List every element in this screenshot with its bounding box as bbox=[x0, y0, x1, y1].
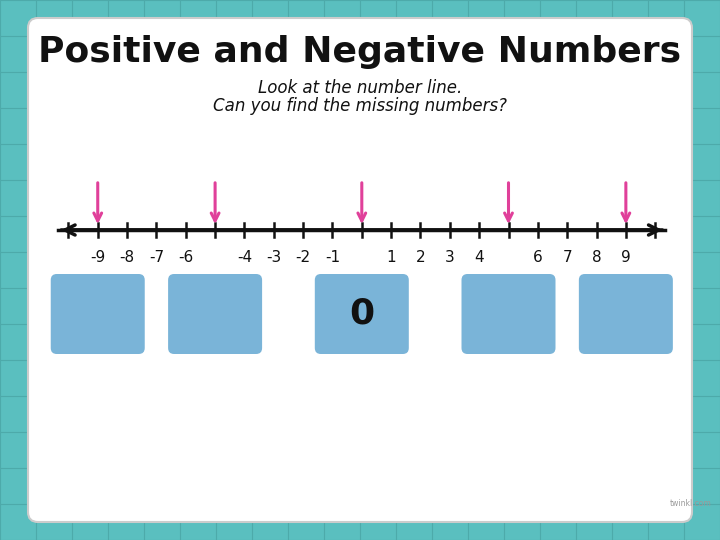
FancyBboxPatch shape bbox=[28, 18, 692, 522]
FancyBboxPatch shape bbox=[579, 274, 673, 354]
Text: 1: 1 bbox=[387, 250, 396, 265]
Text: -3: -3 bbox=[266, 250, 282, 265]
Text: twinkl.com: twinkl.com bbox=[670, 499, 712, 508]
Text: 3: 3 bbox=[445, 250, 455, 265]
Text: 4: 4 bbox=[474, 250, 484, 265]
FancyBboxPatch shape bbox=[315, 274, 409, 354]
Text: 9: 9 bbox=[621, 250, 631, 265]
Text: -7: -7 bbox=[149, 250, 164, 265]
Text: 0: 0 bbox=[349, 297, 374, 331]
Text: 6: 6 bbox=[533, 250, 543, 265]
Text: 7: 7 bbox=[562, 250, 572, 265]
FancyBboxPatch shape bbox=[462, 274, 556, 354]
Text: 2: 2 bbox=[415, 250, 426, 265]
Text: -4: -4 bbox=[237, 250, 252, 265]
Text: -8: -8 bbox=[120, 250, 135, 265]
Text: -9: -9 bbox=[90, 250, 105, 265]
Text: -1: -1 bbox=[325, 250, 340, 265]
FancyBboxPatch shape bbox=[50, 274, 145, 354]
FancyBboxPatch shape bbox=[168, 274, 262, 354]
Text: -2: -2 bbox=[295, 250, 311, 265]
Text: Look at the number line.: Look at the number line. bbox=[258, 79, 462, 97]
Text: Positive and Negative Numbers: Positive and Negative Numbers bbox=[38, 35, 682, 69]
Text: -6: -6 bbox=[178, 250, 194, 265]
Text: 8: 8 bbox=[592, 250, 601, 265]
Text: Can you find the missing numbers?: Can you find the missing numbers? bbox=[213, 97, 507, 115]
